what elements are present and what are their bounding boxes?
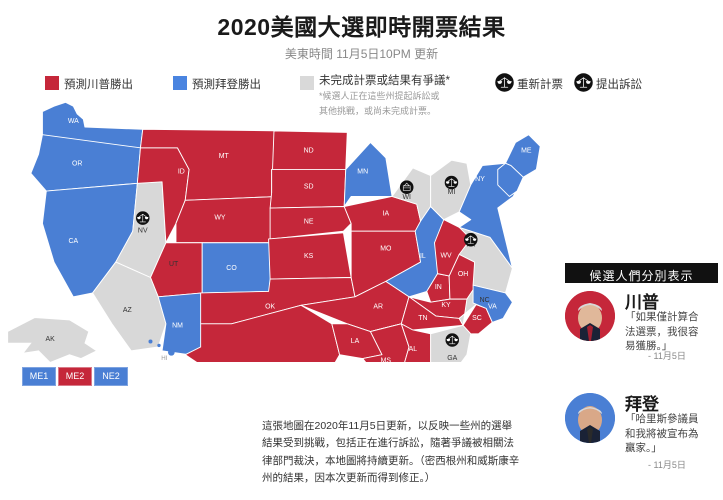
svg-text:NV: NV — [138, 228, 148, 235]
svg-text:AR: AR — [373, 303, 383, 310]
svg-text:OH: OH — [458, 271, 468, 278]
svg-text:NY: NY — [475, 176, 485, 183]
svg-text:OK: OK — [265, 303, 275, 310]
svg-text:LA: LA — [351, 338, 360, 345]
svg-text:ND: ND — [304, 147, 314, 154]
svg-text:IA: IA — [383, 211, 390, 218]
svg-text:IN: IN — [435, 284, 442, 291]
svg-text:MO: MO — [380, 245, 392, 252]
svg-text:NE: NE — [304, 218, 314, 225]
svg-text:KS: KS — [304, 253, 314, 260]
svg-text:GA: GA — [447, 355, 457, 362]
svg-text:UT: UT — [169, 261, 179, 268]
svg-text:CA: CA — [68, 238, 78, 245]
svg-text:WV: WV — [440, 252, 452, 259]
svg-text:IL: IL — [420, 253, 426, 260]
svg-text:OR: OR — [72, 161, 82, 168]
svg-text:CO: CO — [226, 265, 237, 272]
svg-text:VA: VA — [488, 303, 497, 310]
svg-text:KY: KY — [441, 302, 451, 309]
svg-text:WY: WY — [214, 215, 226, 222]
svg-text:MN: MN — [357, 168, 368, 175]
svg-text:NM: NM — [172, 323, 183, 330]
svg-text:HI: HI — [161, 355, 167, 362]
svg-text:AZ: AZ — [123, 307, 133, 314]
svg-text:AK: AK — [46, 336, 56, 343]
svg-text:TN: TN — [418, 315, 427, 322]
svg-text:WA: WA — [68, 118, 79, 125]
svg-text:WI: WI — [402, 194, 411, 201]
svg-text:MI: MI — [448, 189, 456, 196]
svg-text:MS: MS — [381, 357, 392, 362]
svg-text:SC: SC — [472, 315, 482, 322]
svg-text:SD: SD — [304, 184, 314, 191]
svg-text:MT: MT — [219, 153, 230, 160]
svg-text:ID: ID — [178, 168, 185, 175]
svg-text:AL: AL — [409, 346, 418, 353]
svg-text:ME: ME — [521, 147, 532, 154]
